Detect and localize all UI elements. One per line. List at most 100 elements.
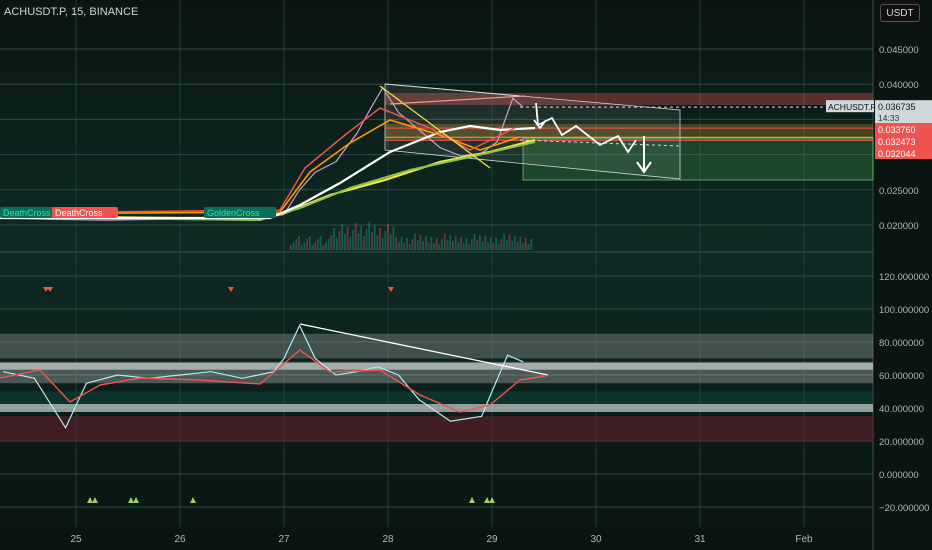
volume-bar xyxy=(346,227,349,250)
projection-midline xyxy=(519,139,681,147)
signal-label: GoldenCross xyxy=(207,208,260,218)
volume-bar xyxy=(392,227,395,250)
volume-bar xyxy=(465,238,468,250)
volume-bar xyxy=(376,235,379,250)
volume-bar xyxy=(425,236,427,250)
countdown-label: 14:33 xyxy=(878,113,900,123)
buy-marker xyxy=(92,497,98,503)
sell-marker xyxy=(47,287,53,292)
volume-bar xyxy=(365,229,368,250)
volume-bar xyxy=(516,242,519,250)
volume-bar xyxy=(381,238,384,250)
volume-bar xyxy=(389,234,392,250)
volume-bar xyxy=(468,244,470,250)
volume-bar xyxy=(308,236,311,250)
time-tick-label: 30 xyxy=(590,534,602,545)
volume-bar xyxy=(435,238,438,250)
volume-bar xyxy=(443,234,446,250)
currency-selector[interactable]: USDT xyxy=(880,4,920,22)
volume-bar xyxy=(449,235,452,250)
volume-bar xyxy=(460,237,462,250)
volume-bar xyxy=(479,235,481,250)
osc-band xyxy=(0,333,873,359)
target-zone xyxy=(522,137,874,181)
volume-bar xyxy=(495,238,497,250)
osc-band xyxy=(0,416,873,441)
osc-tick-label: 120.000000 xyxy=(879,272,929,283)
level-tag-label: 0.033760 xyxy=(878,125,916,135)
volume-bar xyxy=(349,237,352,250)
buy-marker xyxy=(87,497,93,503)
current-symbol-label: ACHUSDT.P xyxy=(828,102,877,112)
buy-marker xyxy=(190,497,196,503)
volume-bar xyxy=(306,239,308,250)
volume-bar xyxy=(290,245,292,250)
volume-bar xyxy=(362,236,365,250)
volume-bar xyxy=(527,244,530,250)
volume-bar xyxy=(427,242,430,250)
buy-marker xyxy=(128,497,134,503)
volume-bar xyxy=(487,242,489,250)
level-tag-label: 0.032473 xyxy=(878,137,916,147)
price-tick-label: 0.045000 xyxy=(879,45,919,56)
volume-bar xyxy=(514,236,516,250)
volume-bar xyxy=(406,238,408,250)
volume-bar xyxy=(322,245,325,250)
volume-bar xyxy=(295,239,298,250)
volume-bar xyxy=(506,240,508,250)
current-price-tag xyxy=(875,100,932,125)
signal-label: DeathCross xyxy=(55,208,103,218)
sell-marker xyxy=(228,287,234,292)
volume-bar xyxy=(481,241,484,250)
level-tag xyxy=(875,147,932,159)
small-arrow-head xyxy=(533,119,547,130)
divergence-line xyxy=(299,323,549,376)
volume-bar xyxy=(446,240,449,250)
volume-bar xyxy=(524,238,527,250)
volume-bar xyxy=(300,245,303,250)
volume-bar xyxy=(462,243,465,250)
osc-midline-band xyxy=(0,404,873,412)
volume-bar xyxy=(314,242,317,250)
projection-zigzag xyxy=(535,102,637,154)
volume-bar xyxy=(344,234,346,250)
volume-bar xyxy=(398,242,400,250)
sell-marker xyxy=(388,287,394,292)
osc-tick-label: −20.000000 xyxy=(879,503,929,514)
osc-tick-label: 80.000000 xyxy=(879,338,924,349)
volume-bar xyxy=(371,232,373,250)
volume-bar xyxy=(311,245,314,250)
rsi-signal-line xyxy=(0,349,546,413)
volume-bar xyxy=(384,231,387,250)
volume-bar xyxy=(292,242,295,250)
volume-bar xyxy=(438,244,441,250)
volume-bar xyxy=(408,244,411,250)
volume-bar xyxy=(489,237,492,250)
volume-bar xyxy=(325,242,327,250)
volume-bar xyxy=(387,224,389,250)
volume-bar xyxy=(395,237,398,250)
buy-marker xyxy=(469,497,475,503)
price-tick-label: 0.025000 xyxy=(879,186,919,197)
price-tick-label: 0.040000 xyxy=(879,80,919,91)
time-tick-label: 28 xyxy=(382,534,394,545)
volume-bar xyxy=(319,236,322,250)
ma-white xyxy=(0,124,536,220)
volume-bar xyxy=(492,243,495,250)
osc-tick-label: 100.000000 xyxy=(879,305,929,316)
osc-tick-label: 0.000000 xyxy=(879,470,919,481)
volume-bar xyxy=(341,224,344,250)
volume-bar xyxy=(298,236,300,250)
buy-marker xyxy=(484,497,490,503)
sell-marker xyxy=(43,287,49,292)
volume-bar xyxy=(360,226,362,250)
volume-bar xyxy=(473,234,476,250)
osc-tick-label: 40.000000 xyxy=(879,404,924,415)
ma-green xyxy=(0,141,536,222)
volume-bar xyxy=(368,222,371,250)
volume-bar xyxy=(530,239,533,250)
channel-top xyxy=(384,83,521,97)
osc-band xyxy=(0,391,873,408)
volume-bar xyxy=(419,235,422,250)
